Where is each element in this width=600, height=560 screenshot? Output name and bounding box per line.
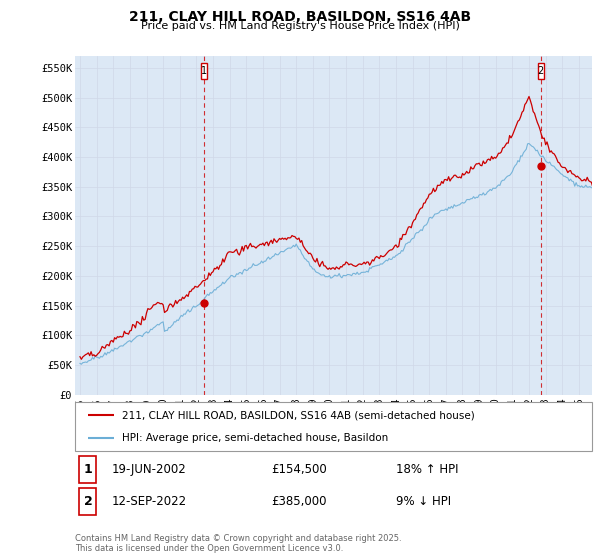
Text: £385,000: £385,000 [272, 496, 327, 508]
Text: 211, CLAY HILL ROAD, BASILDON, SS16 4AB: 211, CLAY HILL ROAD, BASILDON, SS16 4AB [129, 10, 471, 24]
Text: 2: 2 [83, 496, 92, 508]
Text: 12-SEP-2022: 12-SEP-2022 [111, 496, 187, 508]
FancyBboxPatch shape [202, 63, 207, 79]
Text: 19-JUN-2002: 19-JUN-2002 [111, 463, 186, 476]
Text: 211, CLAY HILL ROAD, BASILDON, SS16 4AB (semi-detached house): 211, CLAY HILL ROAD, BASILDON, SS16 4AB … [122, 410, 474, 421]
FancyBboxPatch shape [79, 488, 97, 515]
Text: 18% ↑ HPI: 18% ↑ HPI [395, 463, 458, 476]
FancyBboxPatch shape [538, 63, 544, 79]
FancyBboxPatch shape [79, 456, 97, 483]
FancyBboxPatch shape [75, 402, 592, 451]
Text: 9% ↓ HPI: 9% ↓ HPI [395, 496, 451, 508]
Text: 1: 1 [201, 66, 207, 76]
Text: £154,500: £154,500 [272, 463, 327, 476]
Text: 2: 2 [538, 66, 544, 76]
Text: Price paid vs. HM Land Registry's House Price Index (HPI): Price paid vs. HM Land Registry's House … [140, 21, 460, 31]
Text: HPI: Average price, semi-detached house, Basildon: HPI: Average price, semi-detached house,… [122, 433, 388, 444]
Text: 1: 1 [83, 463, 92, 476]
Text: Contains HM Land Registry data © Crown copyright and database right 2025.
This d: Contains HM Land Registry data © Crown c… [75, 534, 401, 553]
